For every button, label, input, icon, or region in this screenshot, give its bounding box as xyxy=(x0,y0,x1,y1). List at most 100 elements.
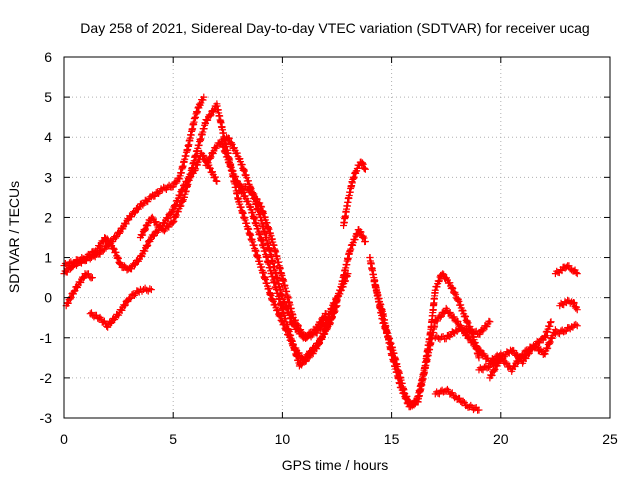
data-point xyxy=(573,270,581,278)
data-point xyxy=(510,347,518,355)
data-point xyxy=(486,318,494,326)
data-point xyxy=(256,199,264,207)
data-point xyxy=(151,192,159,200)
data-point xyxy=(128,213,136,221)
data-point xyxy=(169,183,177,191)
series-track-l xyxy=(431,317,494,343)
data-point xyxy=(450,313,458,321)
series-track-q xyxy=(556,296,581,314)
data-point xyxy=(227,140,235,148)
data-point xyxy=(463,318,471,326)
series-track-e xyxy=(136,100,341,366)
data-point xyxy=(532,343,540,351)
data-point xyxy=(410,401,418,409)
data-point xyxy=(573,322,581,330)
data-point xyxy=(253,195,261,203)
data-point xyxy=(141,227,149,235)
data-point xyxy=(326,321,334,329)
data-point xyxy=(400,389,408,397)
data-point xyxy=(275,312,283,320)
data-point xyxy=(406,403,414,411)
data-point xyxy=(301,356,309,364)
data-point xyxy=(174,208,182,216)
y-tick-label: -1 xyxy=(40,330,53,346)
data-point xyxy=(472,342,480,350)
data-point xyxy=(68,264,76,272)
x-tick-label: 5 xyxy=(169,431,177,447)
data-point xyxy=(109,237,117,245)
data-point xyxy=(167,210,175,218)
series-track-c xyxy=(62,270,96,310)
data-point xyxy=(436,313,444,321)
data-point xyxy=(179,197,187,205)
data-point xyxy=(475,354,483,362)
data-point xyxy=(120,302,128,310)
data-point xyxy=(511,363,519,371)
data-point xyxy=(476,330,484,338)
data-point xyxy=(176,191,184,199)
data-point xyxy=(573,306,581,314)
data-point xyxy=(361,165,369,173)
data-point xyxy=(227,139,235,147)
data-point xyxy=(150,231,158,239)
x-tick-label: 0 xyxy=(60,431,68,447)
data-point xyxy=(84,270,92,278)
data-point xyxy=(572,304,580,312)
data-point xyxy=(318,335,326,343)
data-point xyxy=(137,251,145,259)
data-point xyxy=(570,299,578,307)
data-point xyxy=(433,317,441,325)
data-point xyxy=(63,268,71,276)
chart-title: Day 258 of 2021, Sidereal Day-to-day VTE… xyxy=(80,20,589,36)
data-point xyxy=(572,320,580,328)
y-tick-label: 4 xyxy=(44,129,52,145)
data-point xyxy=(115,229,123,237)
data-point xyxy=(145,237,153,245)
y-axis-label: SDTVAR / TECUs xyxy=(6,181,22,293)
data-point xyxy=(226,162,234,170)
data-point xyxy=(130,261,138,269)
data-point xyxy=(274,306,282,314)
data-point xyxy=(294,322,302,330)
data-point xyxy=(448,284,456,292)
data-point xyxy=(336,290,344,298)
data-point xyxy=(361,165,369,173)
series-track-k xyxy=(370,278,505,411)
x-tick-label: 15 xyxy=(384,431,400,447)
data-point xyxy=(361,238,369,246)
data-point xyxy=(200,152,208,160)
data-point xyxy=(525,349,533,357)
data-point xyxy=(108,319,116,327)
data-point xyxy=(73,283,81,291)
data-point xyxy=(204,159,212,167)
data-point xyxy=(473,342,481,350)
data-point xyxy=(476,346,484,354)
data-point xyxy=(86,255,94,263)
data-point xyxy=(146,285,154,293)
data-point xyxy=(308,348,316,356)
data-point xyxy=(313,329,321,337)
series-track-r xyxy=(551,320,581,338)
data-point xyxy=(112,234,120,242)
series-track-b xyxy=(60,93,208,278)
data-point xyxy=(331,299,339,307)
data-point xyxy=(464,319,472,327)
data-point xyxy=(206,154,214,162)
x-tick-label: 20 xyxy=(493,431,509,447)
data-point xyxy=(157,222,165,230)
series-track-g xyxy=(217,137,369,370)
data-point xyxy=(547,318,555,326)
data-point xyxy=(149,232,157,240)
data-point xyxy=(344,270,352,278)
data-point xyxy=(164,214,172,222)
y-tick-label: 2 xyxy=(44,209,52,225)
data-point xyxy=(533,343,541,351)
data-point xyxy=(292,316,300,324)
data-point xyxy=(122,220,130,228)
data-point xyxy=(442,304,450,312)
data-point xyxy=(250,190,258,198)
data-point xyxy=(121,301,129,309)
data-point xyxy=(360,164,368,172)
data-point xyxy=(477,347,485,355)
data-point xyxy=(469,338,477,346)
